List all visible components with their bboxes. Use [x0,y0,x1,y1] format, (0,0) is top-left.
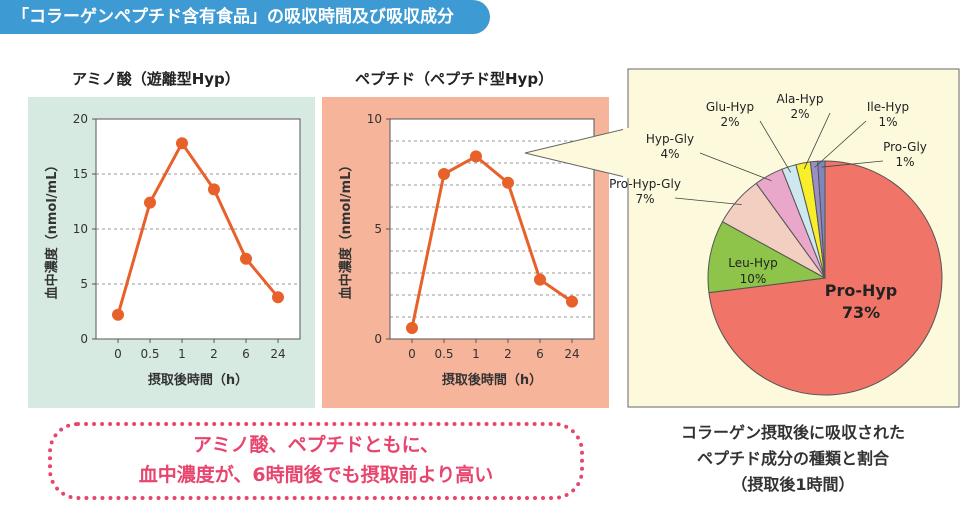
chart2-data-point [566,295,578,308]
pie-label-value: 2% [790,107,809,121]
chart2-data-point [502,176,514,189]
chart1-y-axis-label: 血中濃度（nmol/mL） [44,159,60,300]
chart2-y-axis-label: 血中濃度（nmol/mL） [338,159,354,300]
chart1-x-axis-label: 摂取後時間（h） [148,372,248,388]
chart2-data-point [438,168,450,180]
chart1-x-tick-label: 0 [114,347,122,361]
conclusion-note: アミノ酸、ペプチドともに、 血中濃度が、6時間後でも摂取前より高い [48,422,584,500]
chart1-x-tick-label: 2 [210,347,218,361]
chart1-x-tick-label: 0.5 [140,347,159,361]
note-line-1: アミノ酸、ペプチドともに、 [192,434,440,456]
chart2-x-tick-label: 1 [472,347,480,361]
pie-leader-line [699,152,772,182]
pie-leader-line [803,112,831,170]
chart1-data-point [112,308,124,321]
chart2-series-line [410,154,573,329]
chart1-x-tick-label: 1 [178,347,186,361]
pie-label-name: Ile-Hyp [867,100,909,114]
pie-caption-line-2: ペプチド成分の種類と割合 [696,449,889,468]
pie-label-value: 10% [740,272,767,286]
note-line-2: 血中濃度が、6時間後でも摂取前より高い [138,464,494,486]
pie-label-name: Leu-Hyp [728,256,778,270]
amino-acid-line-chart: 0 5 10 15 20 0 0.5 1 2 6 24 摂取後時間（h） 血中濃度（nmol/mL） [28,97,315,408]
chart1-data-point [208,183,220,196]
chart1-data-point [240,252,252,265]
chart1-data-point [144,196,156,209]
pie-leader-line [814,120,867,168]
chart1-y-tick-label: 15 [73,167,88,181]
pie-label-name: Pro-Hyp [825,281,898,300]
chart2-data-point [470,150,482,163]
chart2-y-tick-label: 5 [374,222,382,236]
pie-caption-line-1: コラーゲン摂取後に吸収された [680,423,905,442]
pie-label-name: Glu-Hyp [706,100,754,114]
chart2-data-point [534,273,546,286]
chart1-x-tick-label: 24 [270,347,285,361]
pie-caption: コラーゲン摂取後に吸収された ペプチド成分の種類と割合 （摂取後1時間） [628,420,958,498]
chart2-x-tick-label: 24 [564,347,579,361]
chart1-title: アミノ酸（遊離型Hyp） [72,70,240,88]
chart1-y-tick-label: 20 [73,112,88,126]
callout-join [623,128,631,178]
pie-label-value: 1% [895,155,914,169]
pie-label-value: 73% [842,303,880,322]
pie-slice-leu-hyp [707,220,827,294]
chart1-y-tick-label: 10 [73,222,88,236]
chart1-data-point [272,291,284,304]
pie-label-value: 4% [660,147,679,161]
pie-leader-line [821,160,884,168]
chart2-x-axis-label: 摂取後時間（h） [442,372,542,388]
chart1-y-tick-label: 5 [80,277,88,291]
pie-caption-line-3: （摂取後1時間） [731,475,855,494]
chart1-series-line [116,140,280,316]
chart2-x-tick-label: 6 [536,347,544,361]
chart2-y-tick-label: 0 [374,332,382,346]
chart1-x-tick-label: 6 [242,347,250,361]
chart2-x-tick-label: 0.5 [434,347,453,361]
page-title: 「コラーゲンペプチド含有食品」の吸収時間及び吸収成分 [0,0,490,34]
chart2-x-tick-label: 2 [504,347,512,361]
chart2-y-tick-label: 10 [367,112,382,126]
pie-label-value: 2% [720,115,739,129]
pie-label-name: Pro-Gly [883,140,927,154]
chart2-title: ペプチド（ペプチド型Hyp） [355,70,554,88]
pie-label-value: 1% [878,115,897,129]
pie-leader-line [759,120,792,173]
chart1-data-point [176,137,188,150]
chart2-data-point [406,322,418,334]
pie-label-name: Pro-Hyp-Gly [609,177,681,191]
chart2-x-tick-label: 0 [408,347,416,361]
callout-pointer [524,127,630,179]
pie-label-value: 7% [635,192,654,206]
chart1-y-tick-label: 0 [80,332,88,346]
pie-label-name: Ala-Hyp [777,92,824,106]
pie-leader-line [674,197,742,205]
pie-label-name: Hyp-Gly [646,132,694,146]
